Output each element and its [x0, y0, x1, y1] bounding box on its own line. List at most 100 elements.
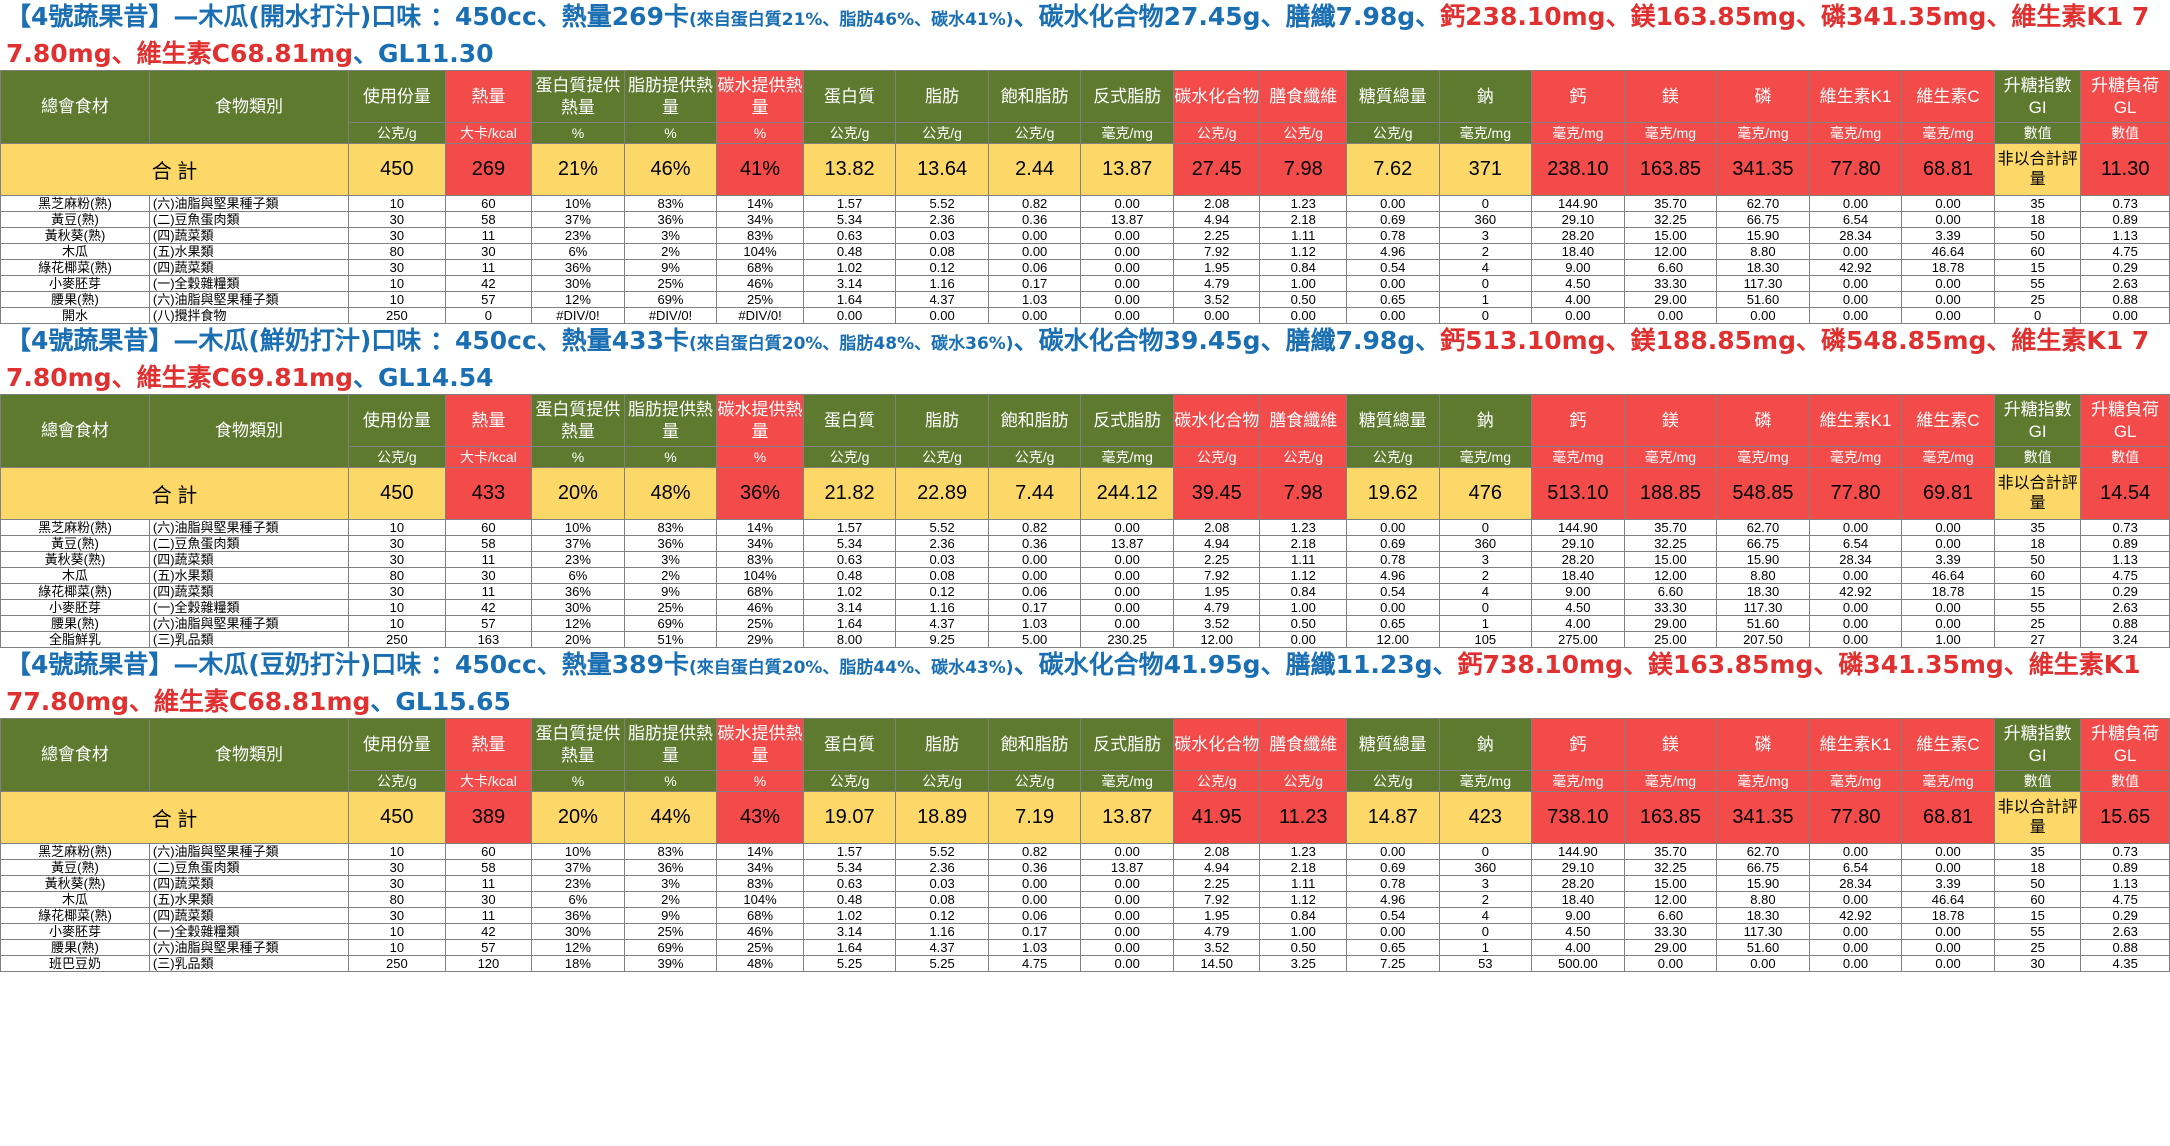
nutrient-value: 5.25	[802, 955, 897, 972]
nutrient-value: 3%	[623, 227, 718, 244]
unit-cell: 公克/g	[1172, 446, 1261, 468]
nutrient-value: 3	[1438, 875, 1533, 892]
nutrient-value: 13.87	[1080, 859, 1174, 876]
nutrient-value: 51%	[623, 631, 718, 648]
total-value: 341.35	[1716, 143, 1810, 196]
nutrient-value: 30	[444, 891, 533, 908]
nutrient-value: 57	[444, 615, 533, 632]
nutrient-value: 0.00	[2080, 307, 2170, 324]
ingredient-name: 腰果(熟)	[0, 291, 150, 308]
nutrient-value: 10	[348, 615, 446, 632]
nutrient-value: 60	[1993, 243, 2082, 260]
nutrient-value: 0.54	[1346, 259, 1440, 276]
nutrient-value: 12.00	[1623, 567, 1718, 584]
nutrient-value: 30%	[531, 923, 625, 940]
unit-cell: %	[623, 446, 718, 468]
nutrient-value: 0.54	[1346, 907, 1440, 924]
unit-cell: 公克/g	[1259, 122, 1347, 144]
nutrient-value: 0.78	[1346, 227, 1440, 244]
title-segment: 【4號蔬果昔】—木瓜(豆奶打汁)口味 ：450cc、熱量389卡	[6, 650, 689, 679]
nutrient-value: 2.18	[1259, 535, 1347, 552]
unit-cell: 毫克/mg	[1808, 446, 1903, 468]
total-value: 13.87	[1080, 791, 1174, 844]
unit-cell: 毫克/mg	[1438, 122, 1533, 144]
title-segment: 【4號蔬果昔】—木瓜(鮮奶打汁)口味 ：450cc、熱量433卡	[6, 326, 689, 355]
column-header: 糖質總量	[1346, 718, 1440, 771]
food-category: (四)蔬菜類	[148, 227, 350, 244]
nutrient-value: 34%	[716, 535, 804, 552]
title-segment: (來自蛋白質20%、脂肪44%、碳水43%)	[688, 658, 1014, 678]
nutrient-value: 60	[444, 843, 533, 860]
nutrient-value: 6.60	[1623, 583, 1718, 600]
nutrient-value: 4.75	[2080, 567, 2170, 584]
food-category: (六)油脂與堅果種子類	[148, 291, 350, 308]
nutrient-value: 144.90	[1531, 843, 1625, 860]
title-segment: 鈣738.10mg、鎂163.85mg、磷341.35mg、維生素K1 77.8…	[6, 650, 2141, 716]
column-header: 反式脂肪	[1080, 70, 1174, 123]
nutrient-value: 58	[444, 535, 533, 552]
nutrient-value: 0.00	[987, 551, 1082, 568]
total-value: 389	[444, 791, 533, 844]
total-label: 合 計	[0, 143, 350, 196]
nutrient-value: 0.89	[2080, 211, 2170, 228]
nutrient-value: 0.69	[1346, 859, 1440, 876]
nutrient-value: 2	[1438, 243, 1533, 260]
column-header: 蛋白質	[802, 394, 897, 447]
nutrient-value: 12%	[531, 615, 625, 632]
column-header: 糖質總量	[1346, 394, 1440, 447]
nutrient-value: 32.25	[1623, 211, 1718, 228]
unit-cell: 公克/g	[348, 122, 446, 144]
nutrient-value: 83%	[716, 875, 804, 892]
nutrient-value: 360	[1438, 859, 1533, 876]
nutrient-value: 4.75	[987, 955, 1082, 972]
nutrient-value: 0.00	[1808, 615, 1903, 632]
nutrient-value: 0.00	[1259, 631, 1347, 648]
nutrient-value: 30%	[531, 275, 625, 292]
nutrient-value: 25%	[623, 275, 718, 292]
nutrient-value: 2	[1438, 567, 1533, 584]
nutrient-value: 0.00	[1259, 307, 1347, 324]
unit-cell: 大卡/kcal	[444, 446, 533, 468]
nutrient-value: 46.64	[1901, 891, 1995, 908]
nutrient-value: 2	[1438, 891, 1533, 908]
nutrient-value: 36%	[531, 907, 625, 924]
nutrient-value: 0	[1993, 307, 2082, 324]
nutrient-value: 0.00	[1808, 599, 1903, 616]
nutrient-value: 69%	[623, 939, 718, 956]
column-header: 鎂	[1623, 394, 1718, 447]
nutrient-value: 0.00	[1901, 615, 1995, 632]
nutrient-value: 46%	[716, 599, 804, 616]
column-header: 使用份量	[348, 394, 446, 447]
nutrient-value: 46%	[716, 275, 804, 292]
total-value: 163.85	[1623, 791, 1718, 844]
nutrient-value: 12.00	[1172, 631, 1261, 648]
nutrient-value: 6.54	[1808, 211, 1903, 228]
recipe-block: 【4號蔬果昔】—木瓜(豆奶打汁)口味 ：450cc、熱量389卡(來自蛋白質20…	[0, 648, 2170, 972]
nutrient-value: 0.00	[1080, 291, 1174, 308]
nutrient-value: 1.23	[1259, 195, 1347, 212]
nutrient-value: 500.00	[1531, 955, 1625, 972]
nutrient-value: 0.00	[1808, 939, 1903, 956]
nutrient-value: 0.00	[1346, 599, 1440, 616]
nutrient-value: 15.00	[1623, 227, 1718, 244]
nutrient-value: 104%	[716, 243, 804, 260]
column-header: 飽和脂肪	[987, 718, 1082, 771]
nutrient-value: 1.13	[2080, 551, 2170, 568]
total-value: 48%	[623, 467, 718, 520]
nutrient-value: 0	[1438, 519, 1533, 536]
column-header: 碳水化合物	[1172, 394, 1261, 447]
nutrient-value: 1.16	[895, 275, 989, 292]
nutrient-value: 29.10	[1531, 535, 1625, 552]
unit-cell: 公克/g	[802, 122, 897, 144]
column-header: 脂肪提供熱量	[623, 718, 718, 771]
column-header: 脂肪提供熱量	[623, 394, 718, 447]
ingredient-name: 全脂鮮乳	[0, 631, 150, 648]
nutrient-value: 0.73	[2080, 843, 2170, 860]
title-segment: 、碳水化合物41.95g、膳纖11.23g、	[1013, 650, 1458, 679]
title-segment: 鈣513.10mg、鎂188.85mg、磷548.85mg、維生素K1 77.8…	[6, 326, 2150, 392]
nutrient-value: 0.00	[987, 227, 1082, 244]
nutrient-value: 0.78	[1346, 875, 1440, 892]
total-value: 238.10	[1531, 143, 1625, 196]
total-value: 476	[1438, 467, 1533, 520]
nutrient-value: 2.25	[1172, 227, 1261, 244]
